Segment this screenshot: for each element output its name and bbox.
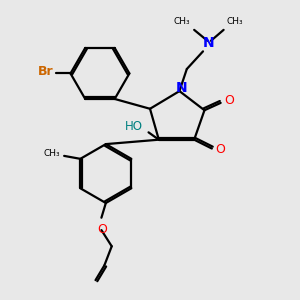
Text: CH₃: CH₃ — [43, 149, 60, 158]
Text: CH₃: CH₃ — [226, 17, 243, 26]
Text: N: N — [176, 81, 188, 94]
Text: O: O — [224, 94, 234, 107]
Text: O: O — [215, 143, 225, 157]
Text: CH₃: CH₃ — [173, 17, 190, 26]
Text: HO: HO — [124, 120, 142, 133]
Text: N: N — [203, 36, 215, 50]
Text: Br: Br — [38, 65, 53, 79]
Text: O: O — [97, 223, 107, 236]
